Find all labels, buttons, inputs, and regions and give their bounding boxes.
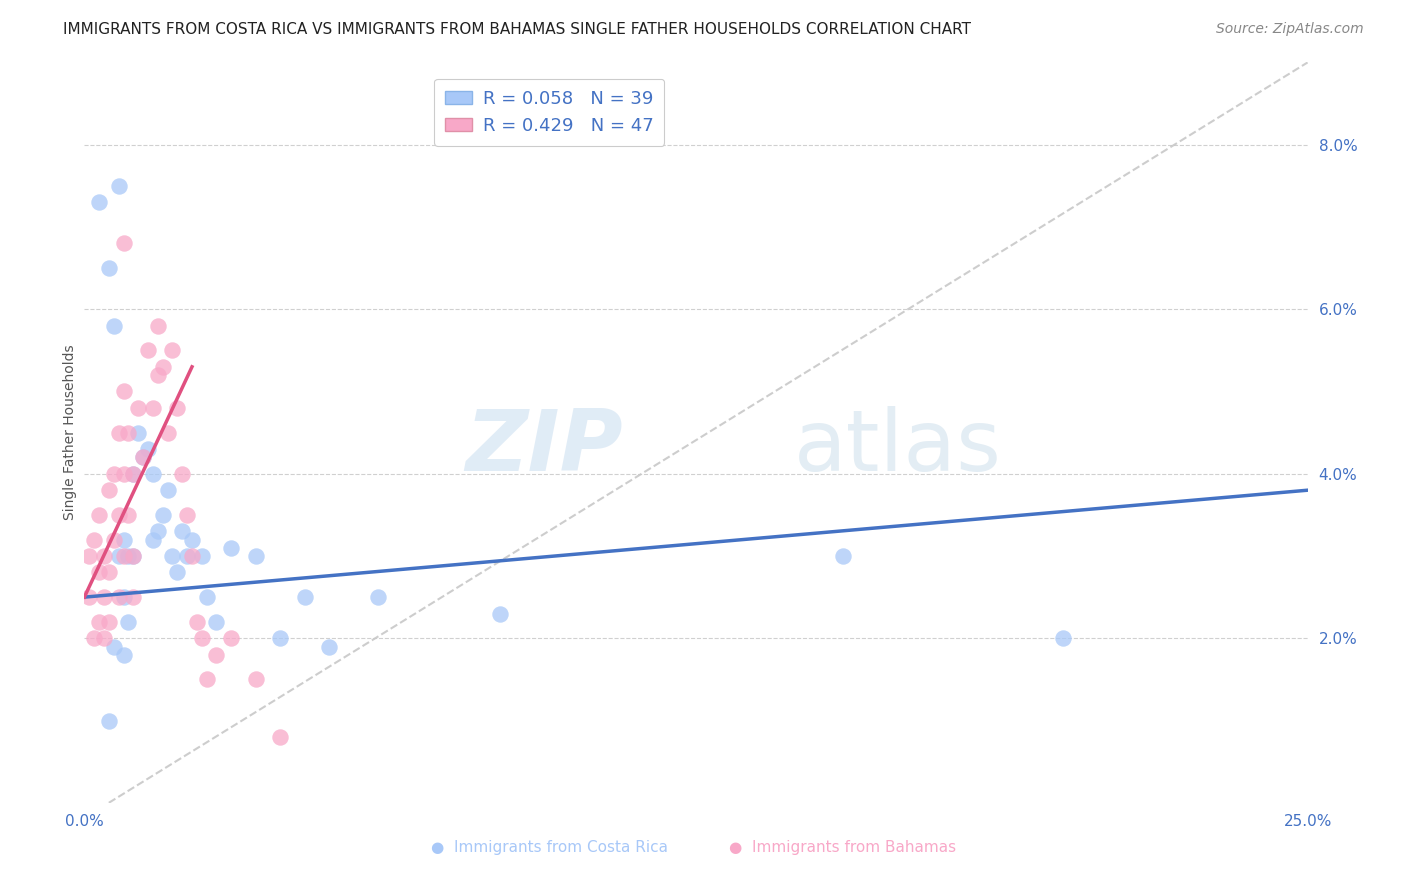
Point bbox=[156, 425, 179, 440]
Point bbox=[127, 425, 149, 440]
Point bbox=[107, 178, 129, 193]
Point bbox=[93, 590, 115, 604]
Point bbox=[122, 549, 145, 563]
Point bbox=[294, 590, 316, 604]
Point bbox=[146, 318, 169, 333]
Point bbox=[107, 590, 129, 604]
Point bbox=[205, 615, 228, 629]
Point bbox=[112, 549, 135, 563]
Point bbox=[176, 508, 198, 522]
Point bbox=[219, 541, 242, 555]
Point bbox=[122, 590, 145, 604]
Text: IMMIGRANTS FROM COSTA RICA VS IMMIGRANTS FROM BAHAMAS SINGLE FATHER HOUSEHOLDS C: IMMIGRANTS FROM COSTA RICA VS IMMIGRANTS… bbox=[63, 22, 972, 37]
Point bbox=[117, 508, 139, 522]
Text: atlas: atlas bbox=[794, 406, 1002, 489]
Point bbox=[245, 549, 267, 563]
Text: Source: ZipAtlas.com: Source: ZipAtlas.com bbox=[1216, 22, 1364, 37]
Point bbox=[97, 261, 120, 276]
Point bbox=[142, 401, 165, 415]
Point bbox=[245, 673, 267, 687]
Point bbox=[117, 425, 139, 440]
Point bbox=[77, 549, 100, 563]
Point bbox=[181, 533, 204, 547]
Point bbox=[112, 533, 135, 547]
Point bbox=[1052, 632, 1074, 646]
Point bbox=[489, 607, 512, 621]
Point bbox=[136, 442, 159, 456]
Point bbox=[93, 549, 115, 563]
Point bbox=[87, 508, 110, 522]
Text: ZIP: ZIP bbox=[465, 406, 623, 489]
Point bbox=[107, 549, 129, 563]
Point bbox=[112, 384, 135, 399]
Point bbox=[97, 615, 120, 629]
Point bbox=[162, 343, 184, 358]
Point bbox=[205, 648, 228, 662]
Point bbox=[269, 730, 291, 744]
Point bbox=[831, 549, 853, 563]
Point bbox=[195, 673, 218, 687]
Point bbox=[103, 318, 125, 333]
Point bbox=[142, 533, 165, 547]
Point bbox=[107, 425, 129, 440]
Point bbox=[195, 590, 218, 604]
Point bbox=[156, 483, 179, 498]
Point bbox=[146, 368, 169, 382]
Point bbox=[181, 549, 204, 563]
Point bbox=[112, 236, 135, 251]
Point bbox=[166, 401, 188, 415]
Point bbox=[142, 467, 165, 481]
Point bbox=[83, 632, 105, 646]
Point bbox=[87, 195, 110, 210]
Point bbox=[152, 508, 174, 522]
Point bbox=[318, 640, 340, 654]
Point bbox=[166, 566, 188, 580]
Point bbox=[146, 524, 169, 539]
Point bbox=[87, 615, 110, 629]
Point bbox=[103, 467, 125, 481]
Point bbox=[152, 359, 174, 374]
Point bbox=[112, 590, 135, 604]
Point bbox=[172, 524, 194, 539]
Point bbox=[191, 632, 214, 646]
Point bbox=[132, 450, 155, 465]
Point bbox=[219, 632, 242, 646]
Point bbox=[122, 467, 145, 481]
Point bbox=[112, 648, 135, 662]
Point bbox=[83, 533, 105, 547]
Point bbox=[127, 401, 149, 415]
Point bbox=[186, 615, 208, 629]
Point bbox=[122, 549, 145, 563]
Point bbox=[77, 590, 100, 604]
Point bbox=[162, 549, 184, 563]
Point bbox=[87, 566, 110, 580]
Point bbox=[172, 467, 194, 481]
Point bbox=[176, 549, 198, 563]
Point bbox=[103, 533, 125, 547]
Text: ●  Immigrants from Bahamas: ● Immigrants from Bahamas bbox=[730, 839, 956, 855]
Point bbox=[117, 549, 139, 563]
Text: ●  Immigrants from Costa Rica: ● Immigrants from Costa Rica bbox=[430, 839, 668, 855]
Point bbox=[112, 467, 135, 481]
Point bbox=[97, 714, 120, 728]
Point bbox=[107, 508, 129, 522]
Point bbox=[117, 615, 139, 629]
Point bbox=[97, 566, 120, 580]
Y-axis label: Single Father Households: Single Father Households bbox=[63, 345, 77, 520]
Point bbox=[136, 343, 159, 358]
Point bbox=[367, 590, 389, 604]
Legend: R = 0.058   N = 39, R = 0.429   N = 47: R = 0.058 N = 39, R = 0.429 N = 47 bbox=[434, 78, 665, 145]
Point bbox=[269, 632, 291, 646]
Point bbox=[122, 467, 145, 481]
Point bbox=[97, 483, 120, 498]
Point bbox=[191, 549, 214, 563]
Point bbox=[93, 632, 115, 646]
Point bbox=[103, 640, 125, 654]
Point bbox=[132, 450, 155, 465]
